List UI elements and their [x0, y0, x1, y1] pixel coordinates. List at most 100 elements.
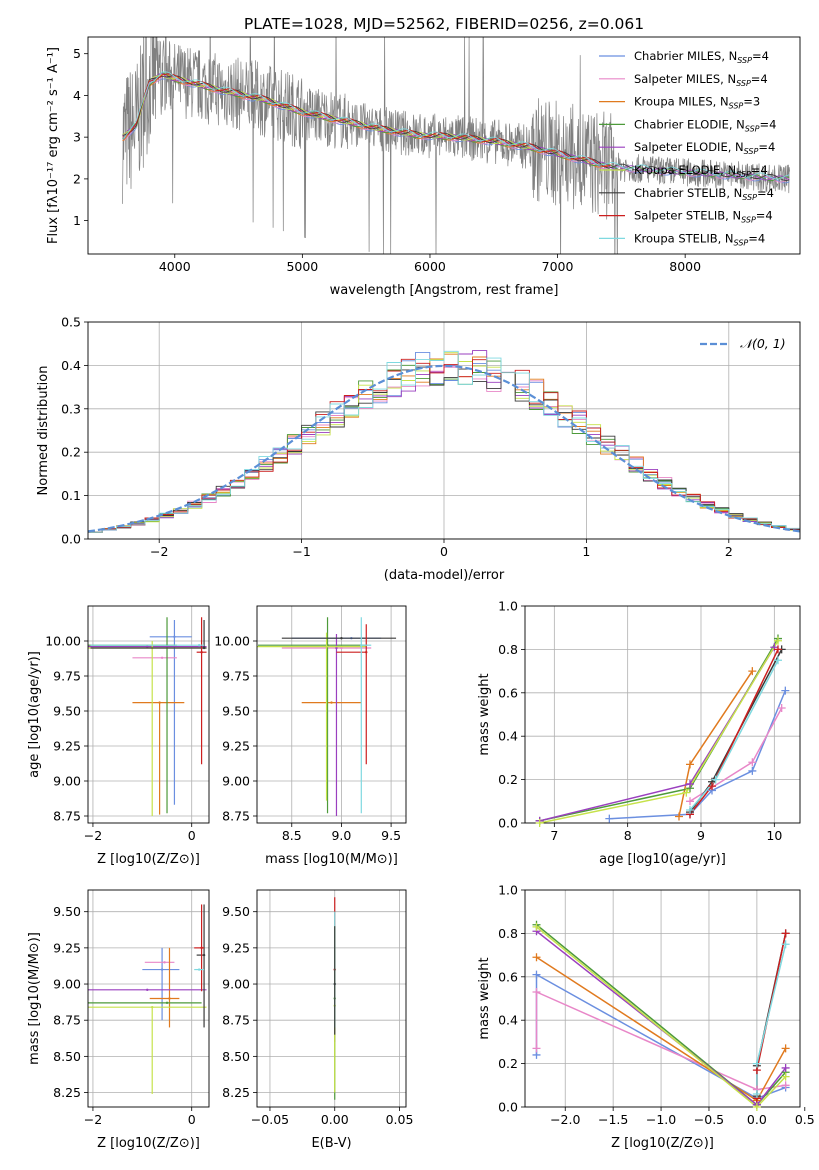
x-axis-label: E(B-V)	[311, 1136, 351, 1151]
y-tick-label: 0.0	[498, 816, 518, 831]
x-tick-label: 6000	[414, 259, 446, 274]
series-marker	[686, 760, 694, 769]
panel-mass-weight-vs-age: 7 8 9 10 0.0 0.2 0.4 0.6 0.8 1.0 age [log10(age/yr…	[477, 599, 801, 867]
y-tick-label: 8.75	[222, 1013, 250, 1028]
data-point	[163, 961, 166, 964]
series-marker	[774, 656, 782, 665]
plot-area	[88, 322, 800, 539]
y-tick-label: 9.50	[222, 704, 250, 719]
y-tick-label: 2	[73, 171, 81, 186]
y-tick-label: 0.6	[498, 685, 518, 700]
series-line-6	[756, 933, 787, 1097]
plot-area	[257, 606, 406, 823]
y-tick-label: 10.00	[214, 634, 250, 649]
x-axis-label: Z [log10(Z/Z⊙)]	[97, 1136, 200, 1151]
y-axis-label: Normed distribution	[36, 366, 51, 496]
y-tick-label: 0.8	[498, 642, 518, 657]
data-point	[160, 968, 164, 971]
y-tick-label: 1.0	[498, 883, 518, 898]
x-tick-label: 7000	[542, 259, 574, 274]
y-tick-label: 0.5	[61, 315, 81, 330]
y-tick-label: 0.2	[61, 445, 81, 460]
series-marker	[748, 758, 757, 767]
y-tick-label: 0.4	[61, 358, 81, 373]
y-tick-label: 3	[73, 130, 81, 145]
axes-frame	[524, 889, 801, 1108]
x-tick-label: 9.5	[381, 828, 401, 843]
legend-label: Salpeter MILES, NSSP=4	[634, 72, 768, 88]
plot-area	[525, 890, 800, 1107]
data-point	[165, 1001, 169, 1005]
series-line-7	[689, 649, 779, 815]
data-point	[158, 701, 161, 704]
axes-frame	[87, 36, 801, 255]
plot-area	[88, 890, 209, 1107]
series-marker	[781, 1081, 790, 1090]
series-marker	[686, 779, 694, 788]
model-spectrum-8	[122, 71, 790, 180]
x-tick-label: −0.05	[251, 1112, 289, 1127]
x-axis-label: age [log10(age/yr)]	[599, 852, 726, 867]
y-tick-label: 0.1	[61, 488, 81, 503]
model-spectrum-7	[122, 73, 612, 167]
data-point	[360, 644, 363, 647]
y-tick-label: 0.2	[498, 772, 518, 787]
y-tick-label: 9.00	[53, 977, 81, 992]
y-tick-label: 9.50	[53, 704, 81, 719]
y-tick-label: 8.25	[53, 1085, 81, 1100]
x-tick-label: 9	[697, 828, 705, 843]
series-marker	[532, 922, 541, 931]
series-marker	[777, 703, 786, 712]
series-marker	[748, 667, 757, 676]
series-line-5	[536, 926, 787, 1107]
legend-label: Kroupa MILES, NSSP=3	[634, 95, 760, 111]
series-marker	[535, 819, 544, 827]
x-tick-label: 8.5	[282, 828, 302, 843]
x-tick-label: 0.05	[386, 1112, 414, 1127]
legend-normal-label: 𝒩(0, 1)	[740, 336, 786, 351]
panel-residual-histogram: −2 −1 0 1 2 0.0 0.1 0.2 0.3 0.4 0.5 (data-model)/er…	[36, 315, 801, 583]
y-tick-label: 8.75	[222, 809, 250, 824]
plot-area	[88, 606, 209, 823]
series-marker	[682, 788, 691, 797]
axes-frame	[524, 605, 801, 824]
axes-frame	[87, 605, 210, 824]
data-point	[330, 701, 333, 704]
series-marker	[686, 797, 694, 806]
x-axis-label: (data-model)/error	[384, 568, 505, 583]
y-axis-label: age [log10(age/yr)]	[27, 651, 42, 778]
series-marker	[675, 812, 683, 821]
data-point	[325, 645, 328, 648]
panel-age-vs-Z: −2 0 8.75 9.00 9.25 9.50 9.75 10.00 Z [log10(Z/Z…	[27, 605, 210, 867]
series-marker	[774, 636, 782, 645]
y-tick-label: 9.25	[53, 940, 81, 955]
legend-spectrum: Chabrier MILES, NSSP=4 Salpeter MILES, NS…	[599, 49, 776, 247]
series-marker	[605, 814, 614, 823]
series-marker	[781, 940, 790, 949]
series-marker	[532, 987, 541, 996]
data-point	[340, 646, 343, 650]
x-tick-label: 9.0	[331, 828, 351, 843]
y-tick-label: 0.0	[498, 1100, 518, 1115]
y-tick-label: 9.00	[53, 774, 81, 789]
x-tick-label: 2	[725, 544, 733, 559]
x-tick-label: −2	[84, 828, 102, 843]
legend-label: Salpeter ELODIE, NSSP=4	[634, 140, 775, 156]
data-point	[197, 644, 201, 647]
x-tick-label: 0	[188, 1112, 196, 1127]
series-marker	[752, 1103, 761, 1111]
x-tick-label: −1.0	[646, 1112, 676, 1127]
figure-title: PLATE=1028, MJD=52562, FIBERID=0256, z=0…	[244, 15, 644, 33]
series-marker	[774, 645, 782, 654]
y-tick-label: 9.00	[222, 977, 250, 992]
panel-age-vs-mass: 8.5 9.0 9.5 8.75 9.00 9.25 9.50 9.75 10.00 mass […	[214, 605, 407, 867]
y-tick-label: 0.0	[61, 532, 81, 547]
legend-label: Kroupa STELIB, NSSP=4	[634, 231, 765, 247]
data-point	[200, 946, 203, 950]
y-tick-label: 0.8	[498, 926, 518, 941]
x-tick-label: 0	[440, 544, 448, 559]
y-axis-label: mass weight	[477, 673, 492, 755]
data-point	[200, 651, 203, 654]
y-tick-label: 9.25	[222, 940, 250, 955]
x-tick-label: 0	[188, 828, 196, 843]
